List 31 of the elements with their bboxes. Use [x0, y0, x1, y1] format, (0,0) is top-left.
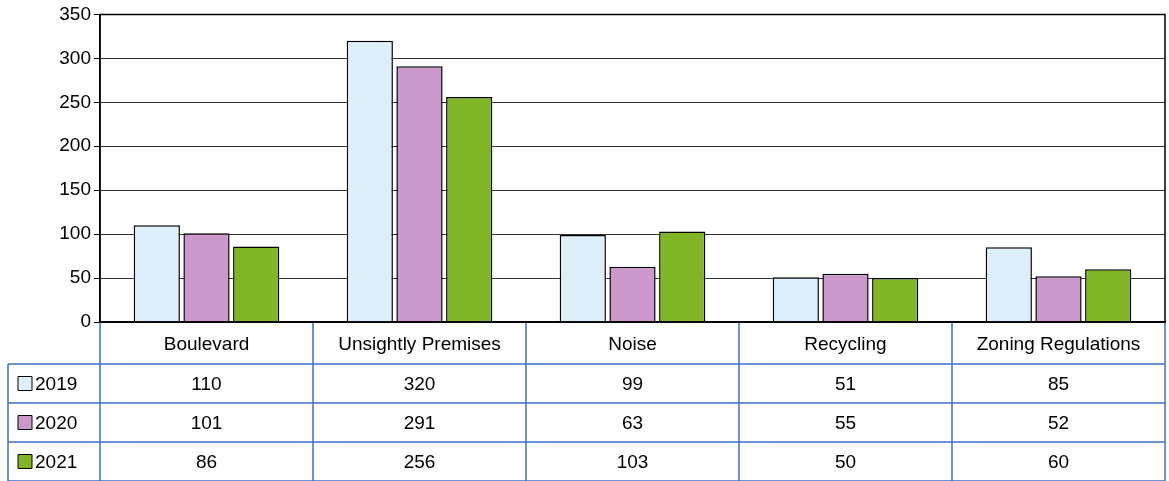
y-tick-label: 100 [59, 222, 91, 244]
y-tick-label: 300 [59, 46, 91, 68]
y-tick-label: 200 [59, 134, 91, 156]
data-label: 320 [403, 372, 436, 394]
data-label: 291 [403, 411, 436, 433]
y-tick-label: 150 [59, 178, 91, 200]
x-tick-label: Unsightly Premises [338, 333, 501, 355]
x-tick-label: Boulevard [163, 333, 250, 355]
data-label: 60 [1047, 450, 1070, 472]
data-label: 55 [834, 411, 857, 433]
y-tick-label: 50 [69, 266, 91, 288]
data-label: 101 [190, 411, 223, 433]
y-tick-label: 350 [59, 2, 91, 24]
y-tick-label: 250 [59, 90, 91, 112]
y-tick-label: 0 [80, 310, 91, 332]
data-label: 99 [621, 372, 644, 394]
legend-label: 2021 [35, 450, 78, 472]
legend-label: 2019 [35, 372, 78, 394]
data-label: 103 [616, 450, 649, 472]
x-tick-label: Recycling [804, 333, 887, 355]
data-label: 110 [191, 372, 222, 394]
data-label: 63 [621, 411, 644, 433]
x-tick-label: Zoning Regulations [976, 333, 1141, 355]
x-tick-label: Noise [608, 333, 657, 355]
data-label: 86 [195, 450, 218, 472]
data-label: 50 [834, 450, 857, 472]
data-label: 256 [403, 450, 436, 472]
data-label: 51 [834, 372, 857, 394]
data-label: 85 [1047, 372, 1070, 394]
legend-label: 2020 [35, 411, 78, 433]
data-label: 52 [1047, 411, 1070, 433]
